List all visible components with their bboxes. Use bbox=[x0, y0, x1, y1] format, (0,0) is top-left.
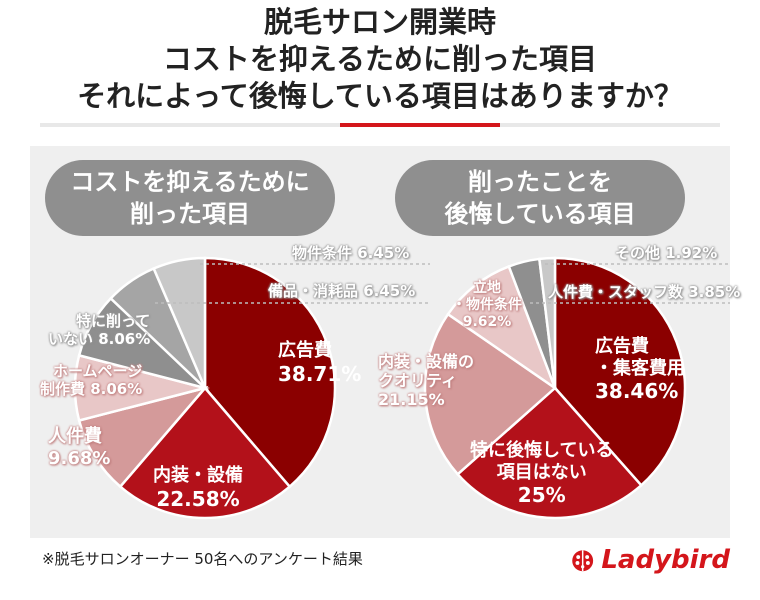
left-heading-line-2: 削った項目 bbox=[130, 200, 250, 228]
title-line-2: コストを抑えるために削った項目 bbox=[162, 42, 598, 76]
title-line-3: それによって後悔している項目はありますか？ bbox=[77, 79, 683, 113]
slice-label-labor: 人件費 9.68% bbox=[48, 426, 111, 469]
page-title: 脱毛サロン開業時 コストを抑えるために削った項目 それによって後悔している項目は… bbox=[0, 4, 760, 115]
title-line-1: 脱毛サロン開業時 bbox=[263, 5, 496, 39]
pie-chart-left bbox=[73, 256, 337, 520]
slice-label-interior-quality: 内装・設備の クオリティ 21.15% bbox=[378, 352, 475, 410]
left-chart-heading: コストを抑えるために 削った項目 bbox=[45, 160, 335, 236]
right-heading-line-2: 後悔している項目 bbox=[444, 200, 636, 228]
pie-chart-right bbox=[423, 256, 687, 520]
right-heading-line-1: 削ったことを bbox=[468, 168, 612, 196]
right-chart-heading: 削ったことを 後悔している項目 bbox=[395, 160, 685, 236]
leader-lines bbox=[155, 263, 730, 304]
pie-left-slice-6 bbox=[152, 256, 207, 389]
left-heading-line-1: コストを抑えるために bbox=[70, 168, 310, 196]
brand-logo: Ladybird bbox=[570, 540, 730, 580]
title-divider-accent bbox=[340, 123, 500, 127]
pie-left-slice-1 bbox=[118, 386, 292, 520]
slice-label-advertising-marketing: 広告費 ・集客費用 38.46% bbox=[595, 336, 685, 404]
survey-footnote: ※脱毛サロンオーナー 50名へのアンケート結果 bbox=[42, 550, 363, 568]
slice-label-supplies: 備品・消耗品 6.45% bbox=[268, 282, 416, 300]
slice-label-homepage: ホームページ 制作費 8.06% bbox=[40, 362, 143, 398]
slice-label-staff: 人件費・スタッフ数 3.85% bbox=[548, 283, 741, 301]
slice-label-advertising: 広告費 38.71% bbox=[278, 340, 362, 386]
ladybug-icon bbox=[572, 550, 594, 572]
pie-right-slice-1 bbox=[455, 386, 643, 520]
slice-label-interior: 内装・設備 22.58% bbox=[153, 465, 243, 511]
slice-label-property: 物件条件 6.45% bbox=[292, 244, 410, 262]
slice-label-not-cut: 特に削って いない 8.06% bbox=[48, 312, 151, 348]
slice-label-no-regret: 特に後悔している 項目はない 25% bbox=[470, 440, 614, 508]
title-divider bbox=[40, 123, 720, 127]
logo-text: Ladybird bbox=[601, 545, 730, 575]
slice-label-other: その他 1.92% bbox=[615, 244, 718, 262]
slice-label-location: 立地 ・物件条件 9.62% bbox=[452, 280, 522, 330]
pie-right-slice-2 bbox=[423, 312, 558, 476]
pie-right-slice-3 bbox=[446, 264, 558, 392]
pie-right-slice-5 bbox=[537, 256, 557, 389]
